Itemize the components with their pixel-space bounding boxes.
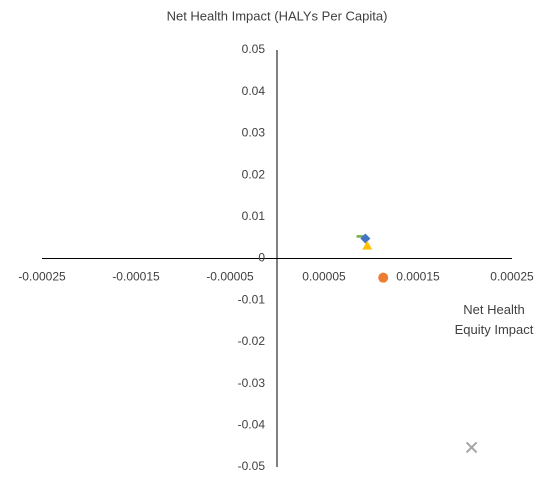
x-tick-label: -0.00015 — [112, 270, 160, 284]
y-tick-label: 0.03 — [242, 126, 266, 140]
y-tick-label: -0.05 — [238, 459, 266, 473]
y-tick-label: -0.04 — [238, 417, 266, 431]
y-tick-label: 0.05 — [242, 42, 266, 56]
y-tick-label: -0.02 — [238, 334, 266, 348]
x-axis-title: Net Health Equity Impact — [454, 302, 534, 337]
y-tick-label: 0.01 — [242, 209, 266, 223]
x-tick-label: 0.00005 — [302, 270, 346, 284]
x-tick-label: -0.00005 — [206, 270, 254, 284]
y-tick-label: -0.03 — [238, 376, 266, 390]
y-tick-label: -0.01 — [238, 292, 266, 306]
y-tick-label: 0.02 — [242, 167, 266, 181]
point — [360, 233, 371, 244]
point — [362, 240, 373, 250]
x-tick-label: 0.00025 — [490, 270, 534, 284]
x-tick-label: -0.00025 — [18, 270, 66, 284]
x-tick-label: 0.00015 — [396, 270, 440, 284]
chart-title: Net Health Impact (HALYs Per Capita) — [167, 8, 388, 23]
y-tick-label: 0.04 — [242, 84, 266, 98]
point — [465, 441, 478, 454]
point — [378, 272, 389, 283]
y-tick-label: 0 — [258, 251, 265, 265]
